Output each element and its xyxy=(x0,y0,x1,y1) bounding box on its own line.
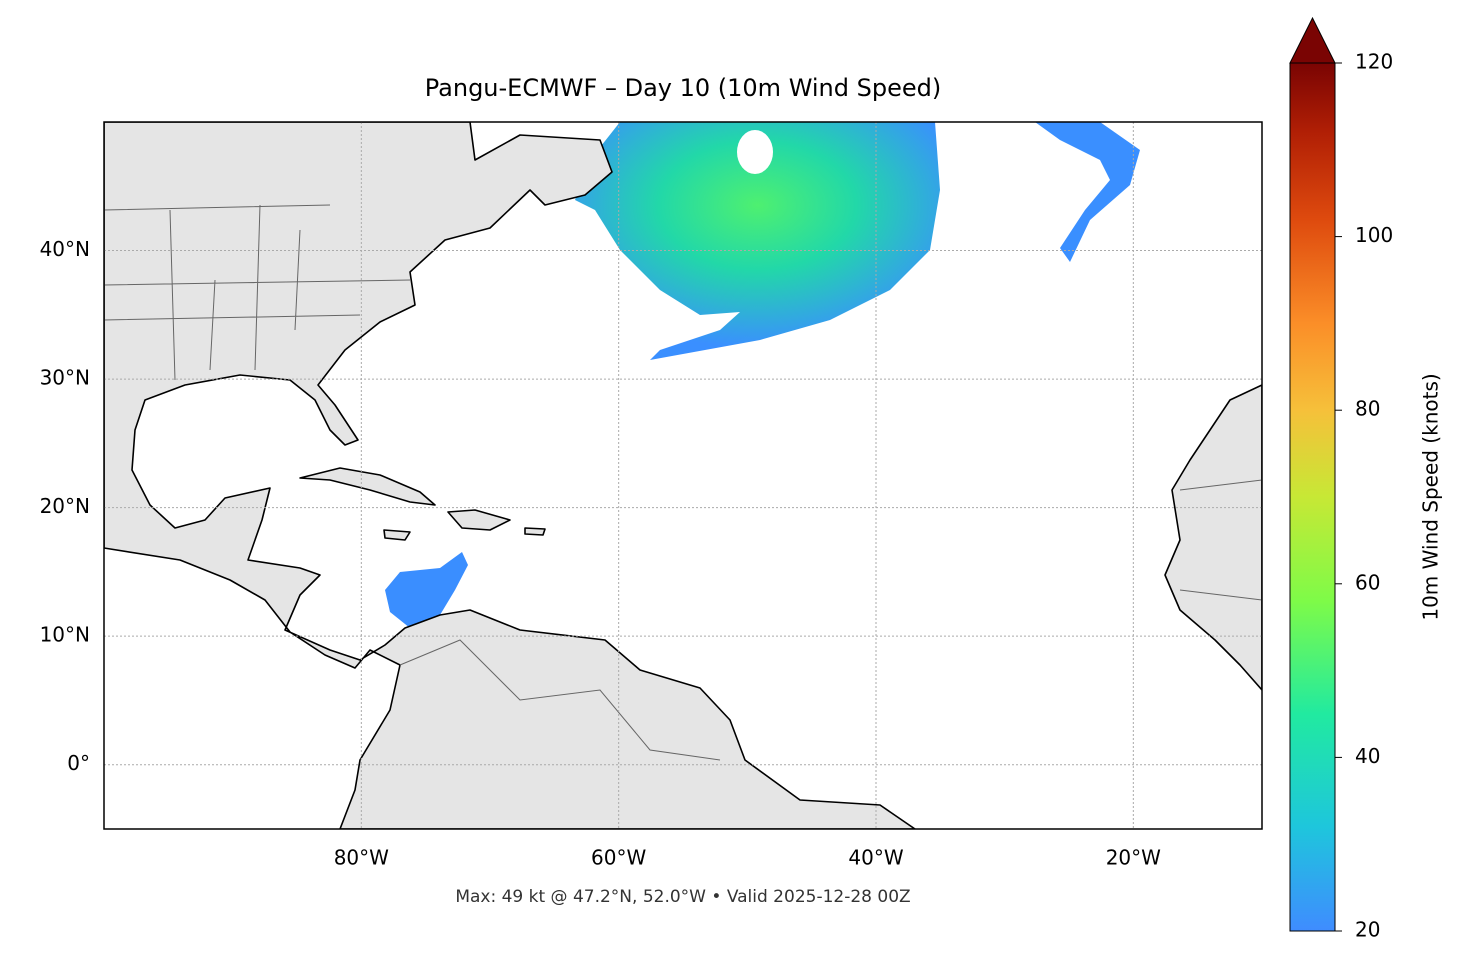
africa-land xyxy=(1164,384,1262,691)
americas-land xyxy=(104,122,916,829)
colorbar-label: 10m Wind Speed (knots) xyxy=(1419,373,1443,620)
cuba xyxy=(299,467,436,506)
colorbar-extend xyxy=(1289,16,1336,64)
map-layers xyxy=(104,122,1262,829)
map-title: Pangu-ECMWF – Day 10 (10m Wind Speed) xyxy=(425,74,941,102)
footer-note: Max: 49 kt @ 47.2°N, 52.0°W • Valid 2025… xyxy=(455,887,910,907)
colorbar-tick-label: 20 xyxy=(1355,918,1380,942)
x-tick-label: 60°W xyxy=(591,846,646,870)
x-tick-label: 80°W xyxy=(334,846,389,870)
country-borders xyxy=(399,479,1262,761)
wind-hole xyxy=(737,130,773,174)
y-tick-label: 20°N xyxy=(40,494,90,518)
colorbar-tick-label: 40 xyxy=(1355,744,1380,768)
grid xyxy=(104,122,1262,829)
plot-frame xyxy=(103,121,1263,830)
puerto-rico xyxy=(524,527,546,536)
colorbar-tick-label: 120 xyxy=(1355,50,1393,74)
wind-field xyxy=(1035,122,1140,262)
x-tick-label: 40°W xyxy=(848,846,903,870)
colorbar xyxy=(1289,62,1336,932)
jamaica xyxy=(383,529,411,541)
x-tick-label: 20°W xyxy=(1106,846,1161,870)
colorbar-tick-label: 60 xyxy=(1355,570,1380,594)
wind-field xyxy=(575,122,940,360)
y-tick-label: 0° xyxy=(67,751,90,775)
colorbar-tick-label: 100 xyxy=(1355,223,1393,247)
state-borders xyxy=(104,204,411,381)
wind-field xyxy=(385,552,468,628)
y-tick-label: 30°N xyxy=(40,366,90,390)
colorbar-tick-label: 80 xyxy=(1355,397,1380,421)
hispaniola xyxy=(447,509,511,531)
y-tick-label: 40°N xyxy=(40,237,90,261)
y-tick-label: 10°N xyxy=(40,623,90,647)
